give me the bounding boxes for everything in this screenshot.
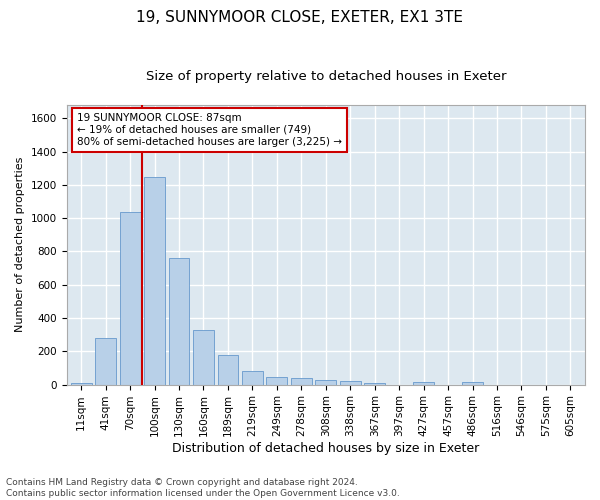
Bar bbox=[340, 381, 361, 384]
Bar bbox=[71, 383, 92, 384]
Bar bbox=[144, 176, 165, 384]
Bar bbox=[462, 382, 483, 384]
Bar bbox=[413, 382, 434, 384]
X-axis label: Distribution of detached houses by size in Exeter: Distribution of detached houses by size … bbox=[172, 442, 479, 455]
Bar bbox=[95, 338, 116, 384]
Bar bbox=[169, 258, 190, 384]
Bar bbox=[193, 330, 214, 384]
Text: 19, SUNNYMOOR CLOSE, EXETER, EX1 3TE: 19, SUNNYMOOR CLOSE, EXETER, EX1 3TE bbox=[137, 10, 464, 25]
Title: Size of property relative to detached houses in Exeter: Size of property relative to detached ho… bbox=[146, 70, 506, 83]
Text: 19 SUNNYMOOR CLOSE: 87sqm
← 19% of detached houses are smaller (749)
80% of semi: 19 SUNNYMOOR CLOSE: 87sqm ← 19% of detac… bbox=[77, 114, 342, 146]
Bar bbox=[266, 377, 287, 384]
Bar bbox=[242, 372, 263, 384]
Bar bbox=[120, 212, 140, 384]
Bar bbox=[291, 378, 312, 384]
Bar bbox=[316, 380, 336, 384]
Y-axis label: Number of detached properties: Number of detached properties bbox=[15, 157, 25, 332]
Bar bbox=[218, 354, 238, 384]
Bar bbox=[364, 382, 385, 384]
Text: Contains HM Land Registry data © Crown copyright and database right 2024.
Contai: Contains HM Land Registry data © Crown c… bbox=[6, 478, 400, 498]
